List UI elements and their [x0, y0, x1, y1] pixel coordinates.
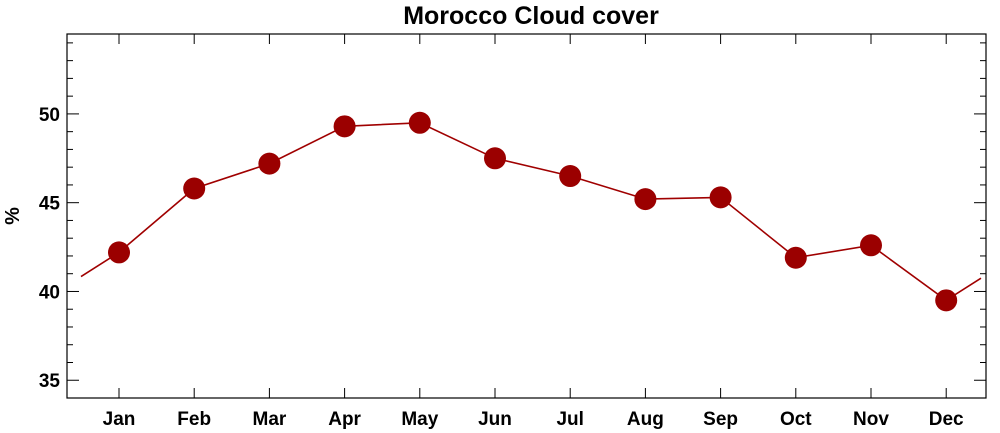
y-axis-label: % [2, 207, 24, 225]
data-point-aug [634, 188, 657, 211]
data-point-sep [709, 186, 732, 209]
y-tick-label: 50 [39, 105, 60, 126]
x-tick-label: Jan [103, 409, 136, 430]
y-tick-label: 45 [39, 194, 61, 215]
data-point-oct [784, 246, 807, 269]
x-tick-label: Apr [328, 409, 361, 430]
data-point-may [408, 111, 431, 134]
x-tick-label: Oct [780, 409, 812, 430]
data-point-jul [559, 165, 582, 188]
x-tick-label: Aug [627, 409, 664, 430]
data-point-jun [484, 147, 506, 170]
x-tick-labels: Jan Feb Mar Apr May Jun Jul Aug Sep Oct Nov Dec [103, 409, 964, 430]
y-tick-label: 40 [39, 282, 60, 303]
x-tick-label: Jul [556, 409, 583, 430]
x-tick-label: Nov [853, 409, 889, 430]
chart-title: Morocco Cloud cover [403, 2, 659, 30]
axis-ticks [67, 34, 986, 399]
y-tick-label: 35 [39, 371, 61, 392]
data-point-mar [258, 152, 281, 175]
data-point-dec [935, 289, 958, 312]
x-tick-label: Mar [253, 409, 287, 430]
series-cloud-cover [80, 111, 982, 312]
x-tick-label: Jun [478, 409, 512, 430]
data-point-feb [183, 177, 206, 200]
data-point-jan [108, 241, 130, 264]
y-tick-labels: 35 40 45 50 [39, 105, 61, 392]
series-line [80, 121, 982, 302]
x-tick-label: Sep [703, 409, 738, 430]
data-point-nov [860, 234, 882, 257]
plot-frame [66, 33, 987, 399]
x-tick-label: May [401, 409, 438, 430]
x-tick-label: Dec [929, 409, 964, 430]
x-tick-label: Feb [177, 409, 211, 430]
data-point-apr [333, 115, 356, 138]
